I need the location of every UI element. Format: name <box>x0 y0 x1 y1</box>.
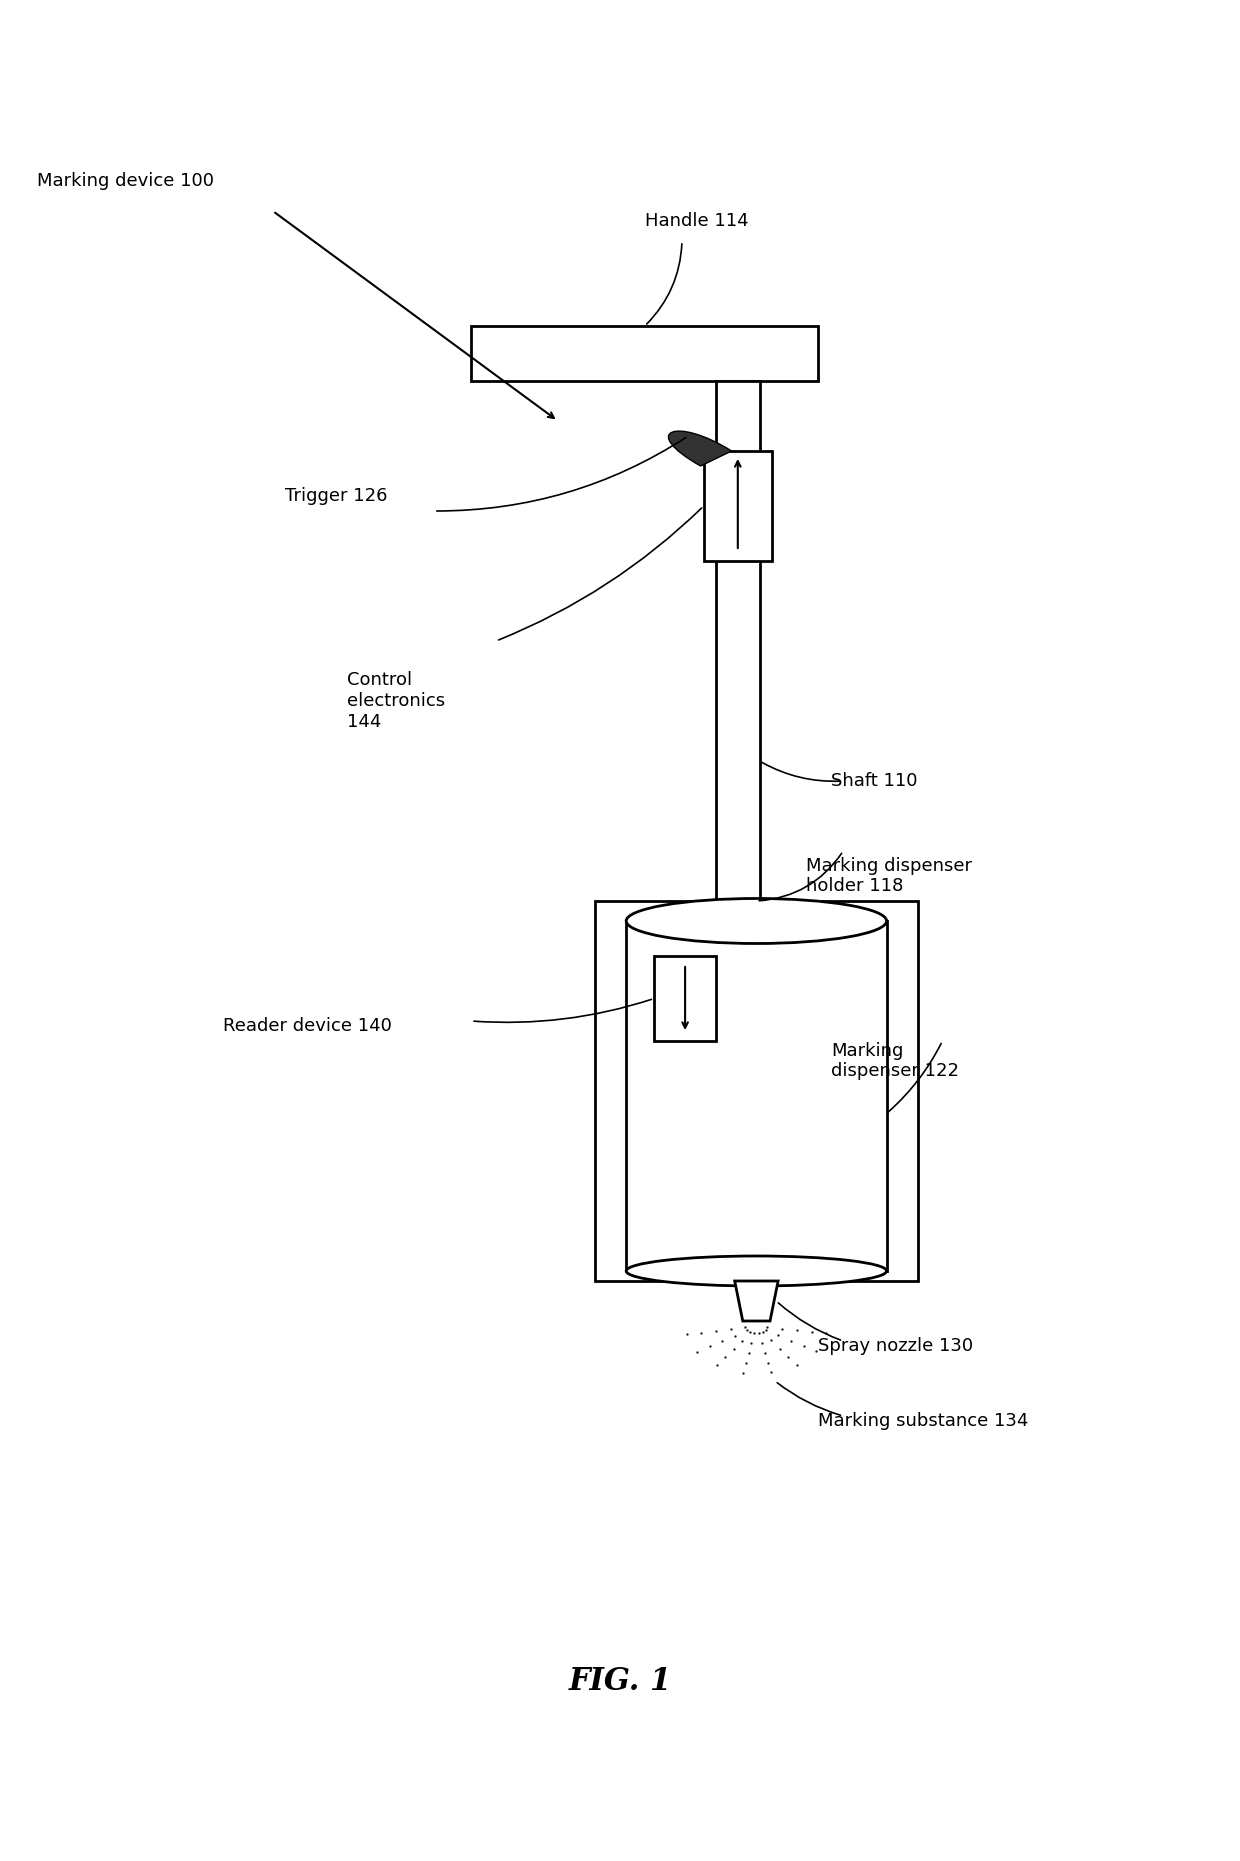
Text: Trigger 126: Trigger 126 <box>285 488 388 504</box>
Text: Spray nozzle 130: Spray nozzle 130 <box>818 1336 973 1355</box>
Bar <box>703 450 771 560</box>
Bar <box>655 957 717 1040</box>
Text: Marking device 100: Marking device 100 <box>37 171 215 190</box>
PathPatch shape <box>668 432 732 465</box>
Text: Marking dispenser
holder 118: Marking dispenser holder 118 <box>806 856 972 895</box>
Ellipse shape <box>626 1256 887 1286</box>
Bar <box>595 901 918 1280</box>
Text: Shaft 110: Shaft 110 <box>831 772 918 791</box>
Ellipse shape <box>626 899 887 944</box>
Polygon shape <box>734 1280 779 1321</box>
Text: Control
electronics
144: Control electronics 144 <box>347 672 445 731</box>
Text: Reader device 140: Reader device 140 <box>223 1016 392 1035</box>
Bar <box>717 382 759 1280</box>
Text: Marking substance 134: Marking substance 134 <box>818 1412 1029 1429</box>
Text: Handle 114: Handle 114 <box>645 212 749 231</box>
Text: FIG. 1: FIG. 1 <box>568 1666 672 1697</box>
Text: Marking
dispenser 122: Marking dispenser 122 <box>831 1042 959 1081</box>
Bar <box>626 921 887 1271</box>
Bar <box>471 326 818 382</box>
